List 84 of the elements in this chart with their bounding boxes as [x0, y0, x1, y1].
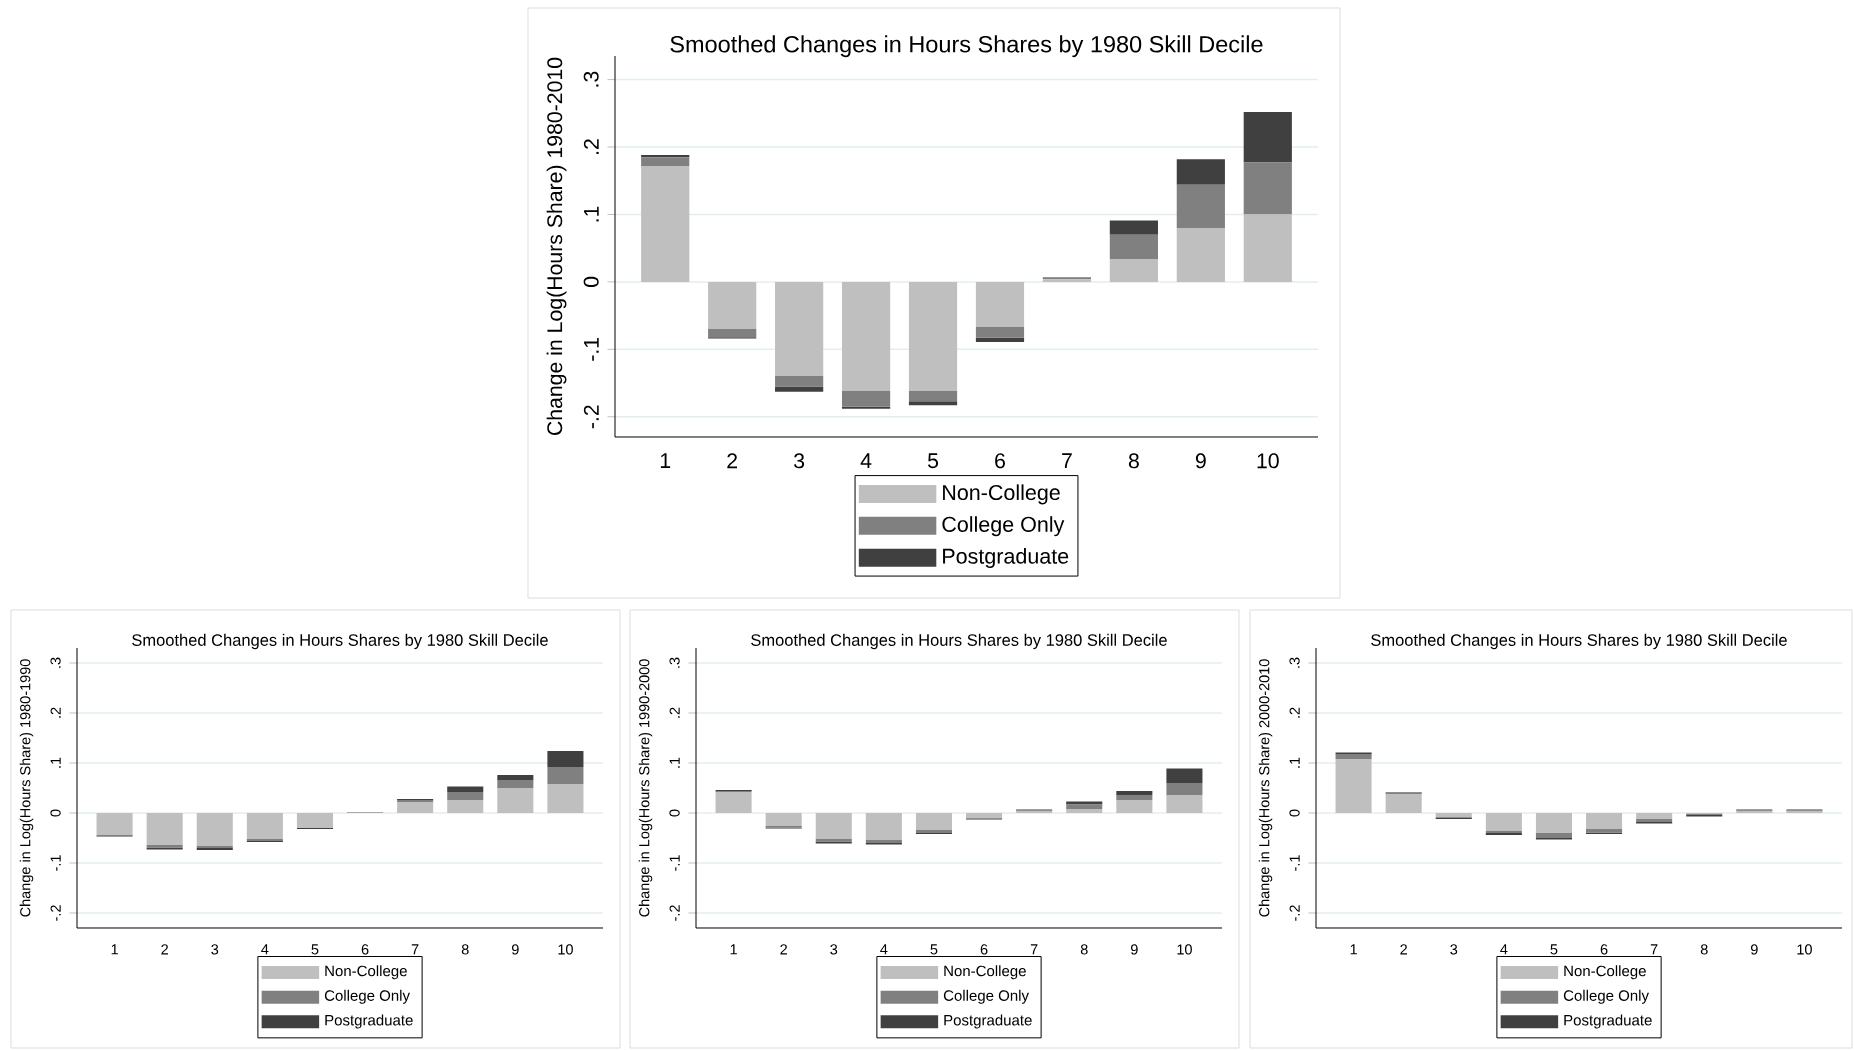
y-tick-label: 0 [583, 276, 599, 287]
x-tick-label: 3 [830, 944, 838, 955]
chart-title: Smoothed Changes in Hours Shares by 1980 Skill Decile [670, 35, 1263, 58]
x-tick-label: 1 [1350, 944, 1357, 955]
chart-title: Smoothed Changes in Hours Shares by 1980 Skill Decile [132, 633, 548, 650]
x-tick-label: 3 [1450, 944, 1458, 955]
x-tick-label: 3 [211, 944, 219, 955]
x-tick-label: 5 [1550, 944, 1558, 955]
x-tick-label: 9 [511, 944, 519, 955]
y-axis-title: Change in Log(Hours Share) 1990-2000 [638, 659, 653, 917]
x-tick-label: 6 [361, 944, 369, 955]
y-tick-label: -.1 [669, 855, 680, 871]
x-tick-label: 1 [730, 944, 737, 955]
x-tick-label: 8 [1080, 944, 1088, 955]
legend-label: Non-College [325, 965, 407, 980]
x-tick-label: 2 [727, 453, 738, 469]
x-tick-label: 10 [1257, 453, 1279, 469]
x-tick-label: 3 [794, 453, 805, 469]
legend-label: Postgraduate [325, 1014, 413, 1029]
x-tick-label: 7 [1062, 453, 1072, 468]
legend-label: College Only [324, 989, 410, 1004]
x-tick-label: 9 [1750, 944, 1758, 955]
y-tick-label: -.1 [584, 337, 599, 361]
y-tick-label: .1 [1289, 757, 1300, 768]
legend-label: Non-College [944, 965, 1026, 980]
x-tick-label: 8 [461, 944, 469, 955]
x-tick-label: 6 [995, 453, 1005, 469]
legend-label: Non-College [943, 484, 1060, 505]
x-tick-label: 9 [1130, 944, 1138, 955]
legend-label: College Only [942, 516, 1065, 537]
x-tick-label: 8 [1128, 453, 1139, 469]
y-tick-label: .3 [583, 71, 599, 87]
y-tick-label: 0 [50, 809, 61, 817]
y-tick-label: 0 [1289, 809, 1300, 817]
y-tick-label: .1 [669, 757, 680, 768]
x-tick-label: 5 [311, 944, 319, 955]
legend-label: Postgraduate [1564, 1014, 1652, 1029]
y-tick-label: -.2 [50, 905, 61, 921]
x-tick-label: 7 [1650, 944, 1658, 955]
x-tick-label: 1 [660, 453, 671, 468]
legend-label: Postgraduate [943, 548, 1069, 569]
y-axis-title: Change in Log(Hours Share) 2000-2010 [1258, 659, 1273, 917]
y-tick-label: .2 [669, 707, 680, 718]
legend-label: Non-College [1564, 965, 1646, 980]
x-tick-label: 2 [1400, 944, 1407, 955]
x-tick-label: 10 [1797, 944, 1812, 955]
y-tick-label: .1 [50, 757, 61, 768]
y-tick-label: -.2 [1289, 905, 1300, 921]
y-axis-title: Change in Log(Hours Share) 1980-1990 [19, 659, 34, 917]
x-tick-label: 4 [1500, 944, 1508, 955]
y-tick-label: .1 [584, 206, 599, 222]
x-tick-label: 4 [261, 944, 269, 955]
y-tick-label: -.1 [50, 855, 61, 871]
x-tick-label: 2 [161, 944, 168, 955]
x-tick-label: 8 [1700, 944, 1708, 955]
x-tick-label: 6 [1600, 944, 1608, 955]
legend-label: College Only [943, 989, 1029, 1004]
legend-label: Postgraduate [944, 1014, 1032, 1029]
x-tick-label: 6 [980, 944, 988, 955]
y-tick-label: -.2 [669, 905, 680, 921]
y-tick-label: .3 [50, 657, 61, 668]
x-tick-label: 1 [111, 944, 118, 955]
x-tick-label: 10 [1177, 944, 1192, 955]
y-tick-label: .2 [1289, 707, 1300, 718]
y-tick-label: .3 [669, 657, 680, 668]
y-axis-title: Change in Log(Hours Share) 1980-2010 [546, 57, 567, 435]
x-tick-label: 9 [1195, 453, 1206, 469]
x-tick-label: 4 [860, 453, 872, 468]
x-tick-label: 2 [780, 944, 787, 955]
y-tick-label: 0 [669, 809, 680, 817]
x-tick-label: 7 [1030, 944, 1038, 955]
y-tick-label: -.1 [1289, 855, 1300, 871]
x-tick-label: 7 [411, 944, 419, 955]
chart-title: Smoothed Changes in Hours Shares by 1980 Skill Decile [1371, 633, 1787, 650]
y-tick-label: .2 [583, 139, 599, 154]
y-tick-label: .2 [50, 707, 61, 718]
legend-label: College Only [1563, 989, 1649, 1004]
chart-title: Smoothed Changes in Hours Shares by 1980 Skill Decile [751, 633, 1167, 650]
y-tick-label: -.2 [583, 405, 599, 429]
y-tick-label: .3 [1289, 657, 1300, 668]
x-tick-label: 4 [880, 944, 888, 955]
x-tick-label: 10 [558, 944, 573, 955]
x-tick-label: 5 [927, 453, 939, 469]
x-tick-label: 5 [930, 944, 938, 955]
